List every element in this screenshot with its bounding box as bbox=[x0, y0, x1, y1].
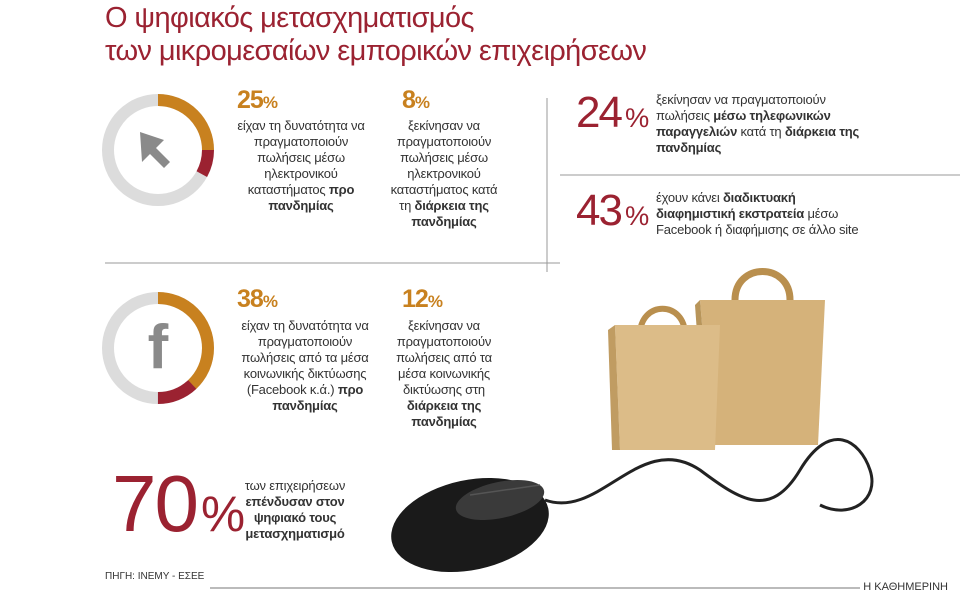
stat-unit: % bbox=[200, 486, 245, 542]
stat-description: ξεκίνησαν να πραγματοποιούν πωλήσεις μέσ… bbox=[656, 92, 861, 156]
stat-unit: % bbox=[427, 292, 443, 311]
title: των μικρομεσαίων εμπορικών επιχειρήσεων bbox=[105, 35, 647, 67]
stat-unit: % bbox=[262, 292, 278, 311]
stat-value: 8 bbox=[402, 86, 416, 114]
stat-value: 38 bbox=[237, 285, 264, 313]
stat-unit: % bbox=[624, 102, 649, 133]
description-part: είχαν τη δυνατότητα να πραγματοποιούν πω… bbox=[241, 318, 369, 397]
source: ΠΗΓΗ: ΙΝΕΜΥ - ΕΣΕΕ bbox=[105, 571, 205, 582]
stat-value: 24 bbox=[576, 88, 623, 137]
stat-description: έχουν κάνει διαδικτυακή διαφημιστική εκσ… bbox=[656, 190, 861, 238]
stat-description: των επιχειρήσεων επένδυσαν στον ψηφιακό … bbox=[230, 478, 360, 542]
stat-value: 43 bbox=[576, 186, 623, 235]
description-part: προ πανδημίας bbox=[268, 182, 355, 213]
description-part: κατά τη bbox=[737, 124, 785, 139]
cursor-icon bbox=[140, 132, 170, 168]
stat-unit: % bbox=[414, 93, 430, 112]
stat-number: 25% bbox=[237, 86, 278, 115]
description-part: επένδυσαν στον ψηφιακό τους μετασχηματισ… bbox=[245, 494, 345, 541]
stat-description: είχαν τη δυνατότητα να πραγματοποιούν πω… bbox=[230, 318, 380, 414]
publisher: Η ΚΑΘΗΜΕΡΙΝΗ bbox=[863, 581, 948, 593]
description-part: διάρκεια της πανδημίας bbox=[406, 398, 482, 429]
stat-number: 24% bbox=[576, 88, 649, 138]
description-part: μέσω Facebook ή διαφήμισης σε άλλο site bbox=[656, 206, 859, 237]
description-part: είχαν τη δυνατότητα να πραγματοποιούν πω… bbox=[237, 118, 365, 197]
ring-arc bbox=[102, 292, 214, 404]
shopping-bags bbox=[608, 268, 825, 450]
stat-description: ξεκίνησαν να πραγματοποιούν πωλήσεις από… bbox=[386, 318, 502, 430]
description-part: ξεκίνησαν να πραγματοποιούν πωλήσεις μέσ… bbox=[390, 118, 498, 213]
description-part: προ πανδημίας bbox=[272, 382, 364, 413]
title: Ο ψηφιακός μετασχηματισμός bbox=[105, 2, 475, 34]
stat-description: ξεκίνησαν να πραγματοποιούν πωλήσεις μέσ… bbox=[386, 118, 502, 230]
stat-description: είχαν τη δυνατότητα να πραγματοποιούν πω… bbox=[230, 118, 372, 214]
mouse-cable bbox=[544, 438, 874, 512]
description-part: ξεκίνησαν να πραγματοποιούν πωλήσεις bbox=[656, 92, 826, 123]
facebook-icon: f bbox=[148, 313, 169, 382]
stat-unit: % bbox=[624, 200, 649, 231]
description-part: έχουν κάνει bbox=[656, 190, 723, 205]
ring-arc bbox=[102, 94, 214, 206]
stat-number: 43% bbox=[576, 186, 649, 236]
stat-number: 8% bbox=[402, 86, 430, 115]
stat-value: 70 bbox=[112, 459, 199, 548]
stat-number: 38% bbox=[237, 285, 278, 314]
description-part: των επιχειρήσεων bbox=[244, 478, 346, 493]
description-part: μέσω τηλεφωνικών παραγγελιών bbox=[656, 108, 831, 139]
description-part: διάρκεια της πανδημίας bbox=[411, 198, 489, 229]
mouse bbox=[391, 477, 549, 573]
stat-unit: % bbox=[262, 93, 278, 112]
description-part: διαδικτυακή διαφημιστική εκστρατεία bbox=[656, 190, 805, 221]
stat-number: 12% bbox=[402, 285, 443, 314]
description-part: ξεκίνησαν να πραγματοποιούν πωλήσεις από… bbox=[396, 318, 492, 397]
ring-arc bbox=[102, 292, 214, 404]
stat-value: 12 bbox=[402, 285, 429, 313]
stat-number: 70% bbox=[112, 458, 245, 550]
stat-value: 25 bbox=[237, 86, 264, 114]
description-part: διάρκεια της πανδημίας bbox=[656, 124, 860, 155]
